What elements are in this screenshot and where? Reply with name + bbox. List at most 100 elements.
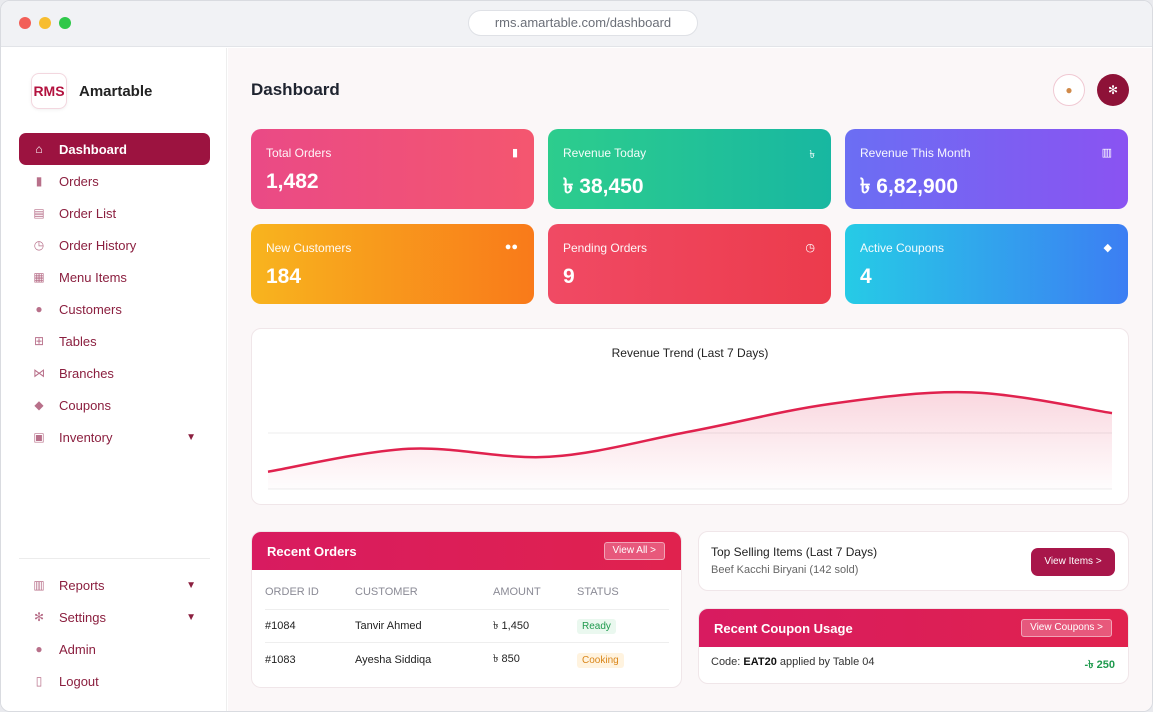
sidebar-item-label: Dashboard: [59, 141, 127, 157]
order-customer: Ayesha Siddiqa: [355, 653, 432, 666]
coupon-prefix: Code:: [711, 656, 741, 668]
table-row[interactable]: #1083 Ayesha Siddiqa ৳ 850 Cooking: [265, 643, 669, 676]
coupon-usage-row: Code: EAT20 applied by Table 04: [711, 656, 875, 668]
stat-card-revenue-month[interactable]: Revenue This Month ৳ 6,82,900 ▥: [845, 129, 1128, 209]
sidebar-item-label: Inventory: [59, 429, 113, 445]
order-customer: Tanvir Ahmed: [355, 620, 422, 632]
recent-orders-panel: Recent Orders View All > ORDER ID CUSTOM…: [251, 531, 682, 688]
sidebar-item-customers[interactable]: ● Customers: [19, 293, 210, 325]
settings-button[interactable]: ✻: [1097, 74, 1129, 106]
notification-button[interactable]: ●: [1053, 74, 1085, 106]
sidebar-item-label: Admin: [59, 641, 96, 657]
users-icon: ●●: [504, 241, 518, 253]
sidebar: RMS Amartable ⌂ Dashboard ▮ Orders ▤ Order Li…: [1, 48, 227, 711]
stat-label: Revenue This Month: [860, 146, 971, 160]
view-all-button[interactable]: View All >: [603, 542, 665, 560]
sidebar-item-order-history[interactable]: ◷ Order History: [19, 229, 210, 261]
column-header: CUSTOMER: [355, 585, 418, 598]
brand[interactable]: RMS Amartable: [31, 73, 152, 109]
sidebar-item-orders[interactable]: ▮ Orders: [19, 165, 210, 197]
stat-value: 1,482: [266, 170, 319, 193]
chevron-down-icon[interactable]: ▼: [186, 579, 196, 591]
stat-card-pending-orders[interactable]: Pending Orders 9 ◷: [548, 224, 831, 304]
shopping-bag-icon: ▮: [35, 174, 43, 188]
chevron-down-icon[interactable]: ▼: [186, 611, 196, 623]
top-selling-title: Top Selling Items (Last 7 Days): [711, 545, 878, 559]
stat-value: 184: [266, 265, 302, 288]
sidebar-item-admin[interactable]: ● Admin: [19, 633, 210, 665]
sidebar-item-dashboard[interactable]: ⌂ Dashboard: [19, 133, 210, 165]
sidebar-nav: ⌂ Dashboard ▮ Orders ▤ Order List ◷ Order Histo…: [19, 133, 210, 453]
bell-icon: ●: [1065, 83, 1073, 97]
branch-icon: ⋈: [33, 366, 45, 380]
revenue-chart: [267, 390, 1113, 490]
stat-label: Total Orders: [266, 146, 332, 160]
sidebar-item-label: Order History: [59, 237, 137, 253]
chart-series-line: [267, 390, 1113, 473]
gear-icon: ✻: [33, 610, 45, 624]
sidebar-item-inventory[interactable]: ▣ Inventory ▼: [19, 421, 210, 453]
panel-title: Recent Orders: [267, 543, 357, 559]
page-title: Dashboard: [251, 80, 340, 99]
home-icon: ⌂: [35, 142, 43, 156]
sidebar-item-label: Branches: [59, 365, 114, 381]
panel-header: Recent Coupon Usage View Coupons >: [699, 609, 1128, 647]
top-selling-panel: Top Selling Items (Last 7 Days) Beef Kac…: [698, 531, 1129, 591]
user-icon: ●: [35, 642, 43, 656]
coupon-code: EAT20: [743, 656, 777, 668]
chart-area-fill: [268, 392, 1112, 489]
table-row[interactable]: #1084 Tanvir Ahmed ৳ 1,450 Ready: [265, 610, 669, 643]
table-header-row: ORDER ID CUSTOMER AMOUNT STATUS: [265, 574, 669, 610]
stat-card-active-coupons[interactable]: Active Coupons 4 ◆: [845, 224, 1128, 304]
maximize-window-button[interactable]: [59, 17, 71, 29]
brand-logo: RMS: [31, 73, 67, 109]
sidebar-item-label: Logout: [59, 673, 99, 689]
menu-icon: ▦: [33, 270, 45, 284]
order-id: #1083: [265, 653, 296, 666]
sidebar-item-settings[interactable]: ✻ Settings ▼: [19, 601, 210, 633]
stat-label: New Customers: [266, 241, 352, 255]
sidebar-item-order-list[interactable]: ▤ Order List: [19, 197, 210, 229]
gear-icon: ✻: [1107, 83, 1119, 97]
bar-chart-icon: ▥: [33, 578, 45, 592]
coupon-discount-amount: -৳ 250: [1084, 659, 1115, 671]
minimize-window-button[interactable]: [39, 17, 51, 29]
sidebar-item-label: Order List: [59, 205, 117, 221]
stat-card-total-orders[interactable]: Total Orders 1,482 ▮: [251, 129, 534, 209]
box-icon: ▣: [33, 430, 45, 444]
taka-icon: ৳: [809, 149, 815, 161]
column-header: AMOUNT: [493, 585, 541, 598]
sidebar-item-coupons[interactable]: ◆ Coupons: [19, 389, 210, 421]
stat-value: 4: [860, 265, 872, 288]
sidebar-item-label: Reports: [59, 577, 105, 593]
ticket-icon: ◆: [1103, 242, 1112, 254]
chevron-down-icon[interactable]: ▼: [186, 431, 196, 443]
stat-card-new-customers[interactable]: New Customers 184 ●●: [251, 224, 534, 304]
orders-table: ORDER ID CUSTOMER AMOUNT STATUS #1084 Ta…: [265, 574, 669, 676]
status-badge: Ready: [577, 619, 616, 634]
stat-card-revenue-today[interactable]: Revenue Today ৳ 38,450 ৳: [548, 129, 831, 209]
sidebar-item-menu-items[interactable]: ▦ Menu Items: [19, 261, 210, 293]
sidebar-item-label: Settings: [59, 609, 106, 625]
view-items-button[interactable]: View Items >: [1031, 548, 1115, 576]
sidebar-nav-bottom: ▥ Reports ▼ ✻ Settings ▼ ● Admin ▯ Logout: [19, 569, 210, 697]
sidebar-item-logout[interactable]: ▯ Logout: [19, 665, 210, 697]
address-bar[interactable]: rms.amartable.com/dashboard: [468, 10, 698, 36]
stat-label: Revenue Today: [563, 146, 647, 160]
sidebar-item-tables[interactable]: ⊞ Tables: [19, 325, 210, 357]
tag-icon: ◆: [34, 398, 44, 412]
close-window-button[interactable]: [19, 17, 31, 29]
table-grid-icon: ⊞: [33, 334, 45, 348]
sidebar-item-branches[interactable]: ⋈ Branches: [19, 357, 210, 389]
stat-label: Pending Orders: [563, 241, 648, 255]
clock-icon: ◷: [33, 238, 45, 252]
sidebar-item-label: Coupons: [59, 397, 112, 413]
view-coupons-button[interactable]: View Coupons >: [1021, 619, 1112, 637]
clock-icon: ◷: [805, 242, 815, 254]
sidebar-item-reports[interactable]: ▥ Reports ▼: [19, 569, 210, 601]
brand-name: Amartable: [79, 82, 153, 100]
logout-icon: ▯: [35, 674, 43, 688]
revenue-chart-card: Revenue Trend (Last 7 Days): [251, 328, 1129, 505]
stat-value: 9: [563, 265, 575, 288]
